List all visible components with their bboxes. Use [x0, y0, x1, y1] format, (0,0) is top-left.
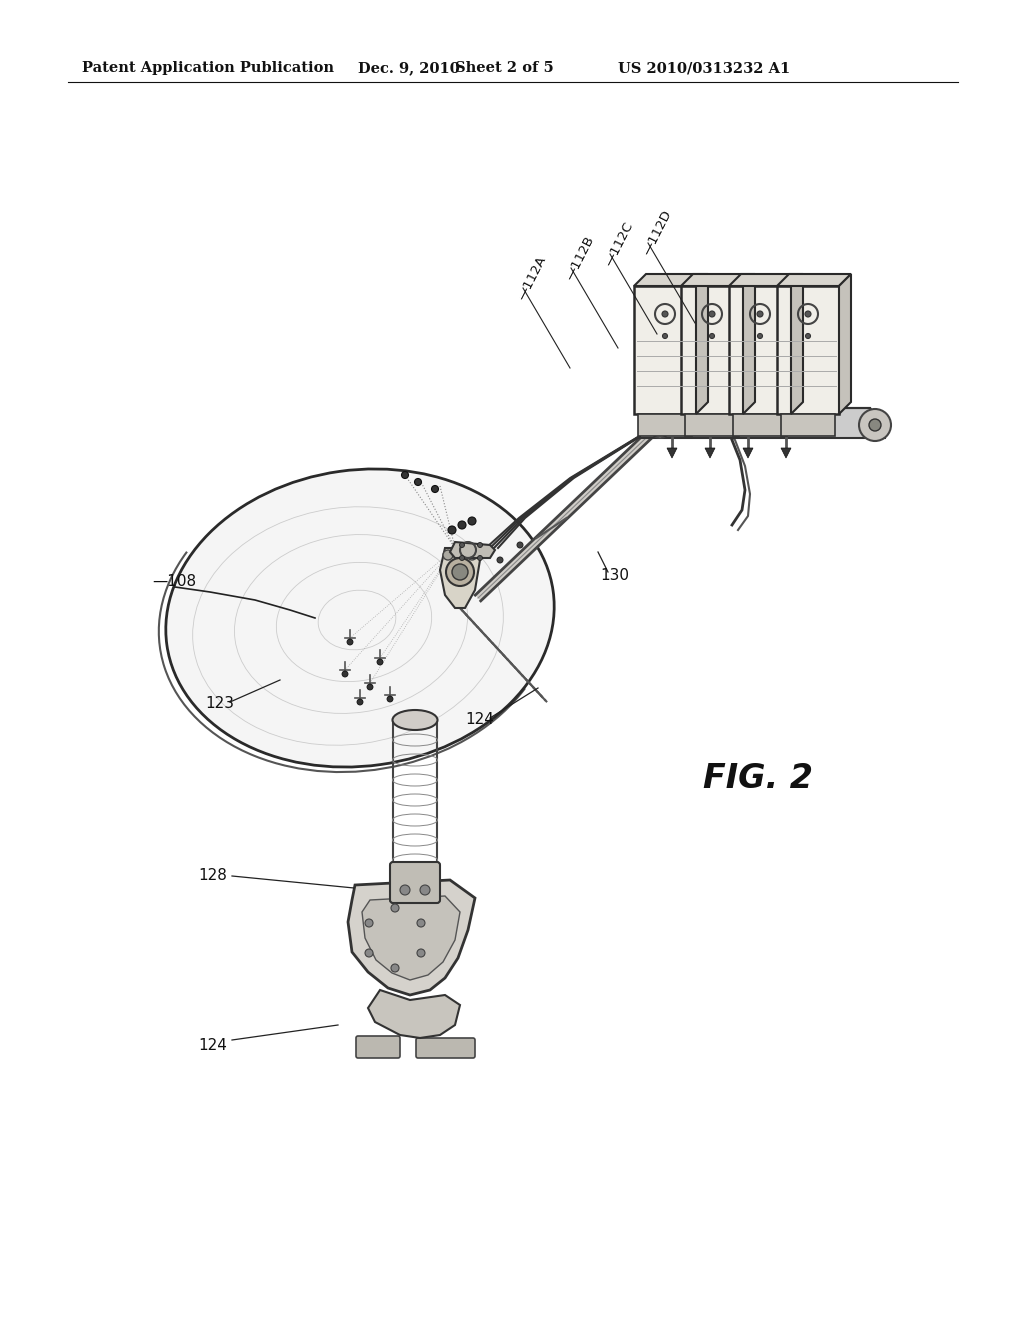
Circle shape: [401, 471, 409, 479]
Circle shape: [710, 334, 715, 338]
Circle shape: [377, 659, 383, 665]
Polygon shape: [667, 447, 677, 458]
Polygon shape: [743, 447, 753, 458]
Text: 130: 130: [600, 569, 630, 583]
FancyBboxPatch shape: [777, 286, 839, 414]
Circle shape: [415, 479, 422, 486]
FancyBboxPatch shape: [781, 414, 835, 436]
Text: 123: 123: [206, 696, 234, 710]
Circle shape: [387, 696, 393, 702]
Text: 124: 124: [466, 713, 495, 727]
FancyBboxPatch shape: [681, 286, 743, 414]
Circle shape: [662, 312, 668, 317]
Text: —112D: —112D: [640, 209, 674, 257]
Polygon shape: [777, 275, 851, 286]
Polygon shape: [450, 543, 495, 558]
Text: 124: 124: [199, 1038, 227, 1052]
Circle shape: [417, 949, 425, 957]
FancyBboxPatch shape: [638, 414, 692, 436]
Ellipse shape: [392, 710, 437, 730]
Circle shape: [365, 949, 373, 957]
Polygon shape: [696, 275, 708, 414]
Circle shape: [758, 334, 763, 338]
Circle shape: [420, 884, 430, 895]
Polygon shape: [475, 395, 691, 601]
Polygon shape: [640, 408, 885, 438]
Polygon shape: [839, 275, 851, 414]
FancyBboxPatch shape: [634, 286, 696, 414]
Polygon shape: [781, 447, 791, 458]
Circle shape: [452, 564, 468, 579]
Circle shape: [391, 904, 399, 912]
Circle shape: [663, 334, 668, 338]
Text: US 2010/0313232 A1: US 2010/0313232 A1: [618, 61, 791, 75]
Circle shape: [342, 671, 348, 677]
Circle shape: [367, 684, 373, 690]
Circle shape: [431, 486, 438, 492]
Text: —112A: —112A: [515, 253, 548, 302]
Circle shape: [650, 418, 670, 438]
Polygon shape: [440, 548, 480, 609]
Circle shape: [391, 964, 399, 972]
Circle shape: [805, 312, 811, 317]
Text: Sheet 2 of 5: Sheet 2 of 5: [455, 61, 554, 75]
Circle shape: [365, 919, 373, 927]
Circle shape: [460, 556, 465, 561]
Circle shape: [357, 700, 362, 705]
Polygon shape: [681, 275, 755, 286]
Circle shape: [806, 334, 811, 338]
Circle shape: [400, 884, 410, 895]
FancyBboxPatch shape: [733, 414, 787, 436]
Text: Dec. 9, 2010: Dec. 9, 2010: [358, 61, 460, 75]
Circle shape: [443, 550, 453, 560]
Ellipse shape: [166, 469, 554, 767]
Polygon shape: [368, 990, 460, 1038]
Circle shape: [757, 312, 763, 317]
Polygon shape: [348, 880, 475, 995]
Circle shape: [347, 639, 353, 645]
Circle shape: [417, 919, 425, 927]
FancyBboxPatch shape: [356, 1036, 400, 1059]
FancyBboxPatch shape: [416, 1038, 475, 1059]
Circle shape: [709, 312, 715, 317]
Circle shape: [460, 543, 465, 548]
Text: —112C: —112C: [602, 219, 635, 268]
Polygon shape: [729, 275, 803, 286]
Text: —112B: —112B: [563, 234, 596, 282]
Circle shape: [869, 418, 881, 432]
Circle shape: [468, 517, 476, 525]
Circle shape: [446, 558, 474, 586]
Polygon shape: [362, 896, 460, 979]
Polygon shape: [743, 275, 755, 414]
Text: FIG. 2: FIG. 2: [703, 762, 813, 795]
FancyBboxPatch shape: [685, 414, 739, 436]
Text: —108: —108: [152, 574, 197, 590]
Circle shape: [458, 521, 466, 529]
Circle shape: [449, 525, 456, 535]
Polygon shape: [705, 447, 715, 458]
Circle shape: [477, 543, 482, 548]
FancyBboxPatch shape: [729, 286, 791, 414]
Text: 128: 128: [199, 867, 227, 883]
Circle shape: [497, 557, 503, 564]
Polygon shape: [791, 275, 803, 414]
Polygon shape: [634, 275, 708, 286]
FancyBboxPatch shape: [390, 862, 440, 903]
Circle shape: [859, 409, 891, 441]
Circle shape: [517, 543, 523, 548]
Circle shape: [467, 550, 477, 560]
Text: Patent Application Publication: Patent Application Publication: [82, 61, 334, 75]
Circle shape: [477, 556, 482, 561]
